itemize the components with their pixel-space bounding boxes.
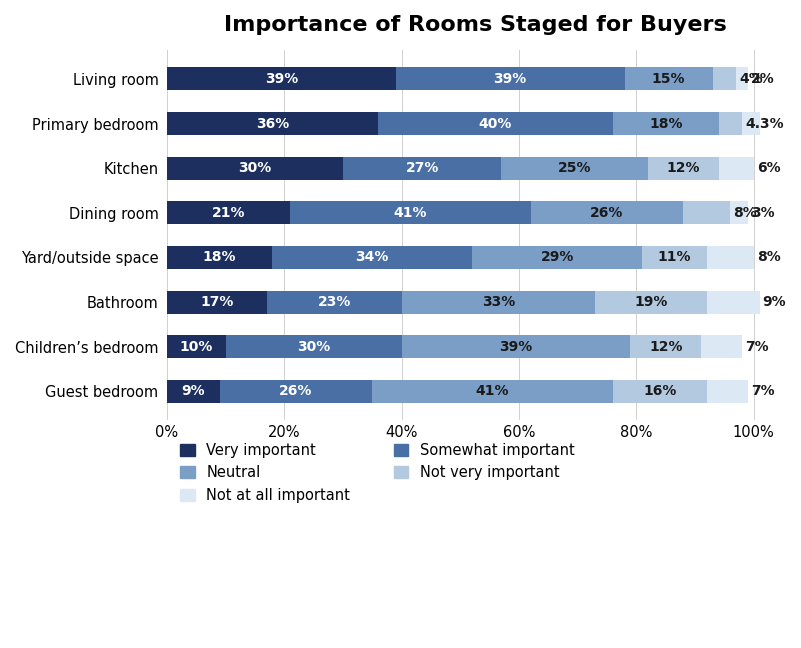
Bar — [742, 112, 759, 135]
Bar — [683, 202, 731, 224]
Text: 3%: 3% — [751, 206, 775, 220]
Bar — [167, 157, 343, 179]
Text: 30%: 30% — [238, 161, 272, 175]
Text: 21%: 21% — [211, 206, 245, 220]
Bar — [219, 380, 372, 403]
Text: 23%: 23% — [317, 295, 351, 309]
Bar — [167, 202, 290, 224]
Bar — [372, 380, 613, 403]
Text: 7%: 7% — [745, 340, 768, 354]
Text: 2%: 2% — [751, 72, 775, 86]
Text: 16%: 16% — [643, 384, 677, 399]
Text: 36%: 36% — [256, 117, 289, 130]
Text: 12%: 12% — [666, 161, 700, 175]
Text: 12%: 12% — [649, 340, 682, 354]
Title: Importance of Rooms Staged for Buyers: Importance of Rooms Staged for Buyers — [223, 15, 727, 35]
Text: 11%: 11% — [658, 251, 691, 264]
Bar — [718, 112, 742, 135]
Bar — [167, 246, 272, 269]
Bar — [290, 202, 531, 224]
Bar — [706, 246, 754, 269]
Text: 26%: 26% — [590, 206, 624, 220]
Text: 15%: 15% — [652, 72, 686, 86]
Text: 9%: 9% — [182, 384, 205, 399]
Bar — [167, 67, 396, 91]
Text: 18%: 18% — [203, 251, 236, 264]
Bar — [706, 290, 759, 314]
Text: 33%: 33% — [481, 295, 515, 309]
Bar — [642, 246, 706, 269]
Bar — [501, 157, 648, 179]
Bar — [701, 335, 742, 358]
Bar — [396, 67, 625, 91]
Text: 26%: 26% — [280, 384, 312, 399]
Bar — [378, 112, 613, 135]
Text: 4.3%: 4.3% — [745, 117, 783, 130]
Text: 6%: 6% — [757, 161, 780, 175]
Bar — [167, 335, 226, 358]
Text: 41%: 41% — [476, 384, 509, 399]
Text: 8%: 8% — [757, 251, 780, 264]
Bar — [401, 335, 630, 358]
Text: 40%: 40% — [479, 117, 512, 130]
Legend: Very important, Neutral, Not at all important, Somewhat important, Not very impo: Very important, Neutral, Not at all impo… — [174, 437, 581, 509]
Bar — [731, 202, 748, 224]
Bar — [736, 67, 748, 91]
Text: 17%: 17% — [200, 295, 233, 309]
Bar — [718, 157, 754, 179]
Bar — [401, 290, 595, 314]
Text: 25%: 25% — [558, 161, 591, 175]
Text: 7%: 7% — [751, 384, 775, 399]
Bar — [613, 380, 706, 403]
Bar — [226, 335, 401, 358]
Bar — [706, 380, 748, 403]
Text: 9%: 9% — [763, 295, 786, 309]
Text: 19%: 19% — [634, 295, 668, 309]
Bar — [472, 246, 642, 269]
Text: 10%: 10% — [179, 340, 213, 354]
Bar — [167, 380, 219, 403]
Bar — [595, 290, 706, 314]
Bar — [613, 112, 718, 135]
Bar — [167, 290, 267, 314]
Bar — [531, 202, 683, 224]
Text: 30%: 30% — [297, 340, 330, 354]
Text: 39%: 39% — [264, 72, 298, 86]
Text: 8%: 8% — [733, 206, 757, 220]
Text: 34%: 34% — [356, 251, 389, 264]
Text: 4%: 4% — [739, 72, 763, 86]
Bar — [272, 246, 472, 269]
Text: 39%: 39% — [499, 340, 533, 354]
Bar — [648, 157, 718, 179]
Bar — [630, 335, 701, 358]
Text: 39%: 39% — [493, 72, 527, 86]
Bar — [713, 67, 736, 91]
Bar — [343, 157, 501, 179]
Text: 29%: 29% — [541, 251, 574, 264]
Bar — [625, 67, 713, 91]
Text: 41%: 41% — [393, 206, 427, 220]
Text: 18%: 18% — [649, 117, 682, 130]
Text: 27%: 27% — [405, 161, 439, 175]
Bar — [167, 112, 378, 135]
Bar — [267, 290, 401, 314]
